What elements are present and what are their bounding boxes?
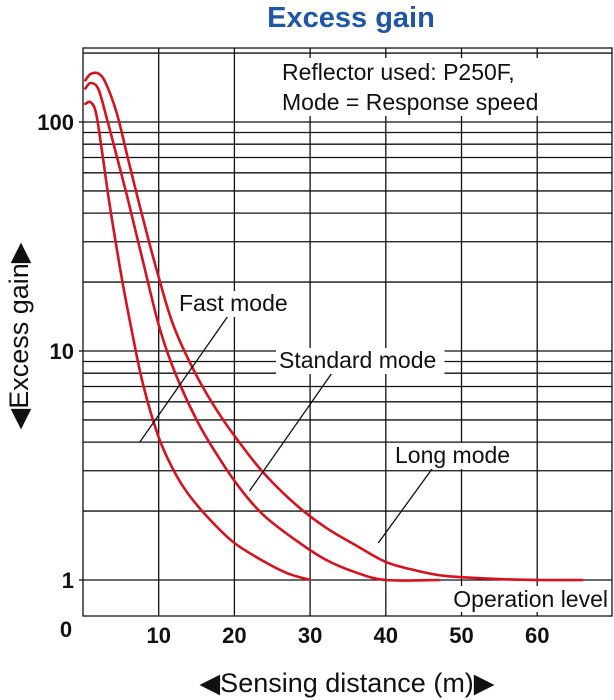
- x-tick-label: 50: [449, 623, 473, 648]
- series-line-1: [84, 81, 441, 582]
- y-tick-label: 100: [37, 110, 74, 135]
- leader-line-0: [139, 315, 229, 443]
- leader-line-1: [249, 372, 333, 492]
- series-label-0: Fast mode: [179, 290, 288, 316]
- note-line-1: Reflector used: P250F,: [282, 59, 515, 85]
- series-label-1: Standard mode: [279, 347, 436, 373]
- plot-border: [82, 47, 613, 617]
- x-tick-label: 20: [222, 623, 246, 648]
- series-line-2: [84, 71, 584, 582]
- x-tick-label: 10: [146, 623, 170, 648]
- series-label-background: [276, 348, 445, 374]
- series-curves: [84, 71, 584, 582]
- x-tick-label: 40: [374, 623, 398, 648]
- tick-labels: 10 20 30 40 50 60 1 10 100: [37, 110, 549, 648]
- reflector-note: Reflector used: P250F, Mode = Response s…: [276, 58, 606, 116]
- chart-title: Excess gain: [267, 2, 435, 34]
- series-label-2: Long mode: [395, 442, 510, 468]
- grid: [79, 47, 613, 617]
- x-tick-label: 30: [298, 623, 322, 648]
- operation-level-background: [412, 586, 608, 612]
- note-background: [276, 58, 606, 116]
- series-line-0: [84, 100, 312, 582]
- series-labels: Fast mode Standard mode Long mode: [176, 290, 511, 469]
- y-axis-label: ◀Excess gain▶: [4, 242, 34, 429]
- operation-level-label: Operation level: [412, 586, 608, 612]
- label-leader-lines: [139, 315, 433, 544]
- y-tick-label: 1: [62, 568, 74, 593]
- operation-level-text: Operation level: [453, 586, 608, 612]
- note-line-2: Mode = Response speed: [282, 89, 538, 115]
- series-label-background: [392, 443, 511, 469]
- series-label-background: [176, 291, 295, 317]
- y-tick-label: 10: [50, 339, 74, 364]
- x-tick-label: 60: [525, 623, 549, 648]
- x-axis-label: ◀Sensing distance (m)▶: [199, 668, 494, 698]
- y-zero-label: 0: [60, 617, 72, 642]
- leader-line-2: [377, 468, 433, 544]
